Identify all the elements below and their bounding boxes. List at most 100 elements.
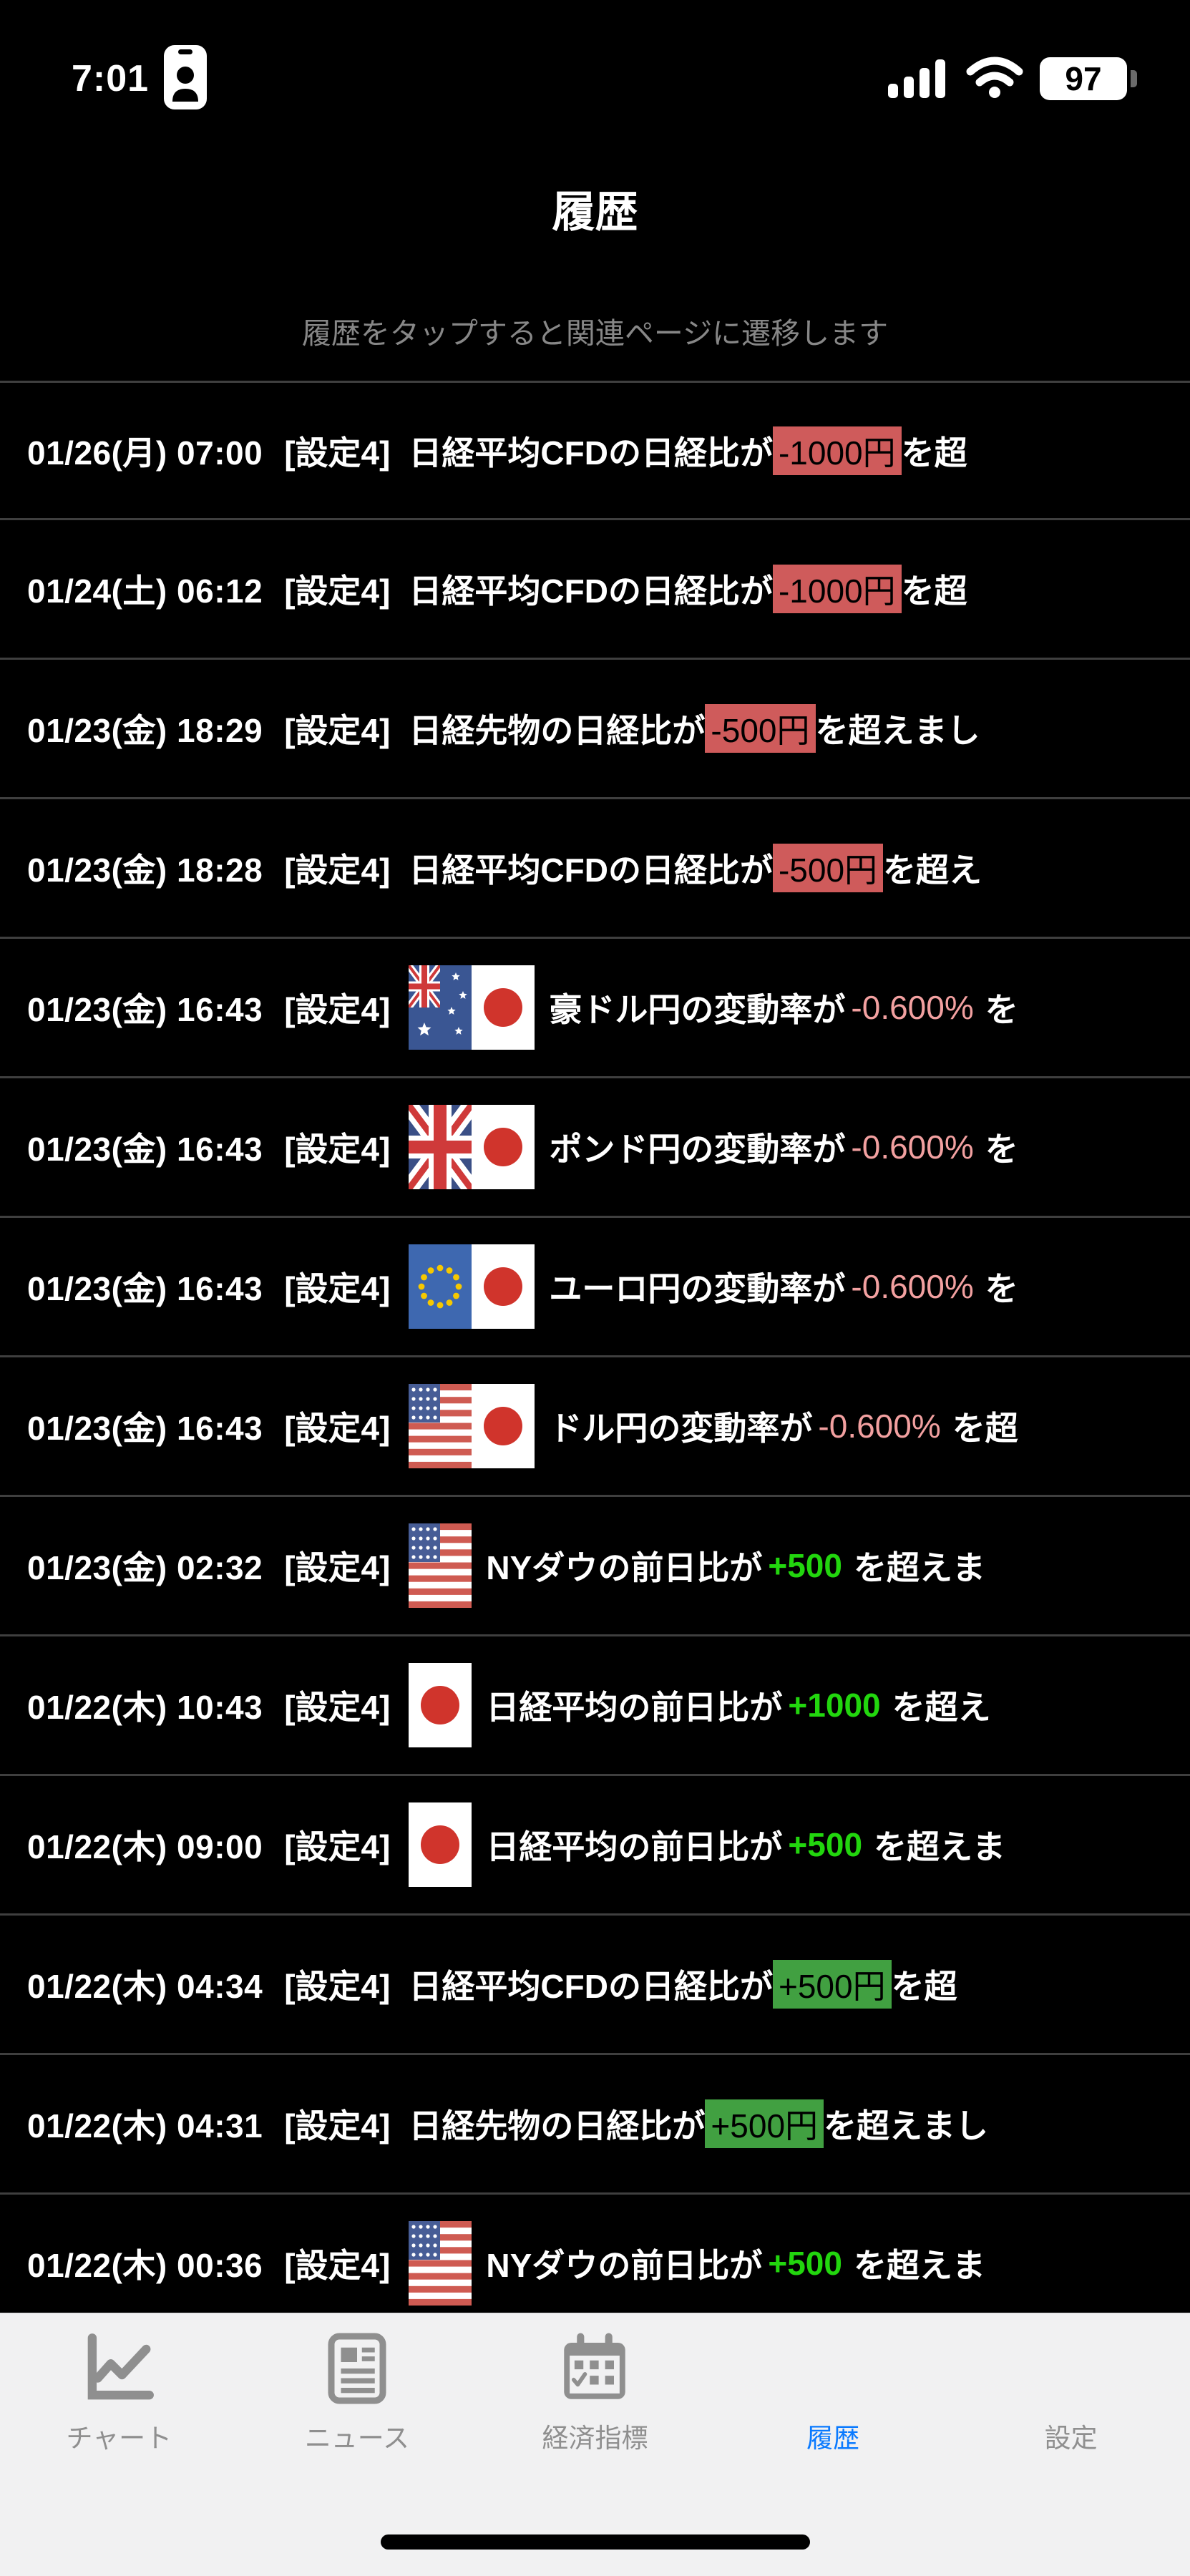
page-subtitle: 履歴をタップすると関連ページに遷移します	[301, 317, 889, 350]
tab-label: 設定	[1044, 2424, 1098, 2453]
row-flags	[409, 965, 535, 1050]
history-row[interactable]: 01/23(金) 18:29 [設定4] 日経先物の日経比が -500円 を超えまし	[0, 660, 1190, 799]
row-message: 日経平均の前日比が	[486, 1828, 783, 1865]
tab-calendar[interactable]: 経済指標	[476, 2313, 714, 2576]
row-message-suffix: を超えまし	[824, 2107, 989, 2145]
history-row[interactable]: 01/22(木) 04:34 [設定4] 日経平均CFDの日経比が +500円 を超	[0, 1916, 1190, 2055]
row-setting-tag: [設定4]	[284, 572, 391, 610]
row-datetime: 01/23(金) 16:43	[27, 1131, 263, 1168]
flag-usa-icon	[409, 2221, 472, 2306]
row-threshold-value: +500	[768, 2245, 842, 2282]
history-row[interactable]: 01/23(金) 16:43 [設定4] ユーロ円の変動率が -0.600% を	[0, 1218, 1190, 1357]
row-setting-tag: [設定4]	[284, 1410, 391, 1447]
history-row[interactable]: 01/24(土) 06:12 [設定4] 日経平均CFDの日経比が -1000円 を超	[0, 520, 1190, 660]
cellular-signal-icon	[888, 57, 950, 102]
history-row[interactable]: 01/23(金) 02:32 [設定4] NYダウの前日比が +500 を超えま	[0, 1497, 1190, 1636]
row-setting-tag: [設定4]	[284, 991, 391, 1028]
row-message: 日経先物の日経比が	[409, 2107, 706, 2145]
tab-label: チャート	[66, 2424, 172, 2453]
row-setting-tag: [設定4]	[284, 1968, 391, 2005]
page-title: 履歴	[552, 188, 638, 236]
flag-japan-icon	[409, 1663, 472, 1747]
row-message-suffix: を	[985, 1131, 1018, 1168]
row-threshold-value: -1000円	[772, 565, 902, 613]
row-message: 日経平均の前日比が	[486, 1689, 783, 1726]
flag-australia-icon	[409, 965, 472, 1050]
row-threshold-value: -1000円	[772, 426, 902, 475]
row-datetime: 01/23(金) 16:43	[27, 991, 263, 1028]
flag-japan-icon	[472, 1384, 535, 1468]
row-flags	[409, 1663, 472, 1747]
row-message-suffix: を超え	[883, 852, 982, 889]
history-row[interactable]: 01/23(金) 18:28 [設定4] 日経平均CFDの日経比が -500円 を超え	[0, 799, 1190, 939]
row-threshold-value: +500円	[772, 1960, 892, 2009]
history-row[interactable]: 01/22(木) 09:00 [設定4] 日経平均の前日比が +500 を超えま	[0, 1776, 1190, 1916]
flag-eu-icon	[409, 1244, 472, 1329]
tab-settings[interactable]: 設定	[952, 2313, 1190, 2576]
row-message: 日経平均CFDの日経比が	[409, 434, 773, 472]
battery-icon: 97	[1040, 57, 1137, 100]
row-message-suffix: を超	[901, 572, 967, 610]
flag-usa-icon	[409, 1384, 472, 1468]
history-row[interactable]: 01/23(金) 16:43 [設定4] 豪ドル円の変動率が -0.600% を	[0, 939, 1190, 1078]
newspaper-icon	[315, 2326, 399, 2411]
row-message-suffix: を超えま	[853, 2247, 985, 2284]
row-message: 豪ドル円の変動率が	[549, 991, 846, 1028]
row-datetime: 01/22(木) 00:36	[27, 2247, 263, 2284]
row-message-suffix: を	[985, 1270, 1018, 1307]
flag-usa-icon	[409, 1523, 472, 1608]
status-time: 7:01	[72, 58, 150, 99]
row-datetime: 01/22(木) 10:43	[27, 1689, 263, 1726]
row-datetime: 01/23(金) 16:43	[27, 1410, 263, 1447]
history-row[interactable]: 01/22(木) 04:31 [設定4] 日経先物の日経比が +500円 を超えまし	[0, 2055, 1190, 2195]
row-threshold-value: -500円	[705, 704, 816, 753]
row-datetime: 01/23(金) 02:32	[27, 1549, 263, 1586]
row-datetime: 01/23(金) 18:28	[27, 852, 263, 889]
row-threshold-value: +500円	[705, 2099, 824, 2148]
history-row[interactable]: 01/22(木) 10:43 [設定4] 日経平均の前日比が +1000 を超え	[0, 1636, 1190, 1776]
tab-chart[interactable]: チャート	[0, 2313, 238, 2576]
row-datetime: 01/26(月) 07:00	[27, 434, 263, 472]
row-flags	[409, 2221, 472, 2306]
battery-percent: 97	[1065, 60, 1102, 97]
row-message-suffix: を超	[901, 434, 967, 472]
home-indicator[interactable]	[380, 2534, 810, 2550]
row-threshold-value: +1000	[788, 1687, 881, 1724]
wifi-icon	[965, 56, 1024, 102]
row-message-suffix: を	[985, 991, 1018, 1028]
flag-japan-icon	[472, 1105, 535, 1189]
history-row[interactable]: 01/23(金) 16:43 [設定4] ポンド円の変動率が -0.600% を	[0, 1078, 1190, 1218]
history-row[interactable]: 01/23(金) 16:43 [設定4] ドル円の変動率が -0.600% を超	[0, 1357, 1190, 1497]
row-flags	[409, 1523, 472, 1608]
row-message: 日経平均CFDの日経比が	[409, 572, 773, 610]
row-threshold-value: +500	[768, 1547, 842, 1584]
status-bar: 7:01	[0, 39, 1190, 118]
row-message: 日経平均CFDの日経比が	[409, 852, 773, 889]
row-message: 日経平均CFDの日経比が	[409, 1968, 773, 2005]
tab-news[interactable]: ニュース	[238, 2313, 477, 2576]
tab-label: ニュース	[304, 2424, 409, 2453]
row-flags	[409, 1105, 535, 1189]
flag-japan-icon	[472, 1244, 535, 1329]
history-row[interactable]: 01/26(月) 07:00 [設定4] 日経平均CFDの日経比が -1000円 を超	[0, 381, 1190, 520]
row-threshold-value: -0.600%	[818, 1407, 941, 1445]
row-datetime: 01/23(金) 18:29	[27, 712, 263, 749]
tab-bar: チャート ニュース 経済指標 履歴 設定	[0, 2313, 1190, 2576]
row-setting-tag: [設定4]	[284, 434, 391, 472]
row-flags	[409, 1802, 472, 1887]
chart-line-icon	[77, 2326, 161, 2411]
row-datetime: 01/22(木) 09:00	[27, 1828, 263, 1865]
row-setting-tag: [設定4]	[284, 1549, 391, 1586]
row-threshold-value: -0.600%	[851, 1268, 974, 1305]
calendar-icon	[552, 2326, 637, 2411]
tab-history[interactable]: 履歴	[714, 2313, 952, 2576]
tab-label: 経済指標	[542, 2424, 648, 2453]
row-datetime: 01/24(土) 06:12	[27, 572, 263, 610]
tab-label: 履歴	[806, 2424, 860, 2453]
row-message-suffix: を超えま	[853, 1549, 985, 1586]
row-datetime: 01/22(木) 04:31	[27, 2107, 263, 2145]
flag-japan-icon	[409, 1802, 472, 1887]
row-setting-tag: [設定4]	[284, 1828, 391, 1865]
flag-japan-icon	[472, 965, 535, 1050]
flag-uk-icon	[409, 1105, 472, 1189]
